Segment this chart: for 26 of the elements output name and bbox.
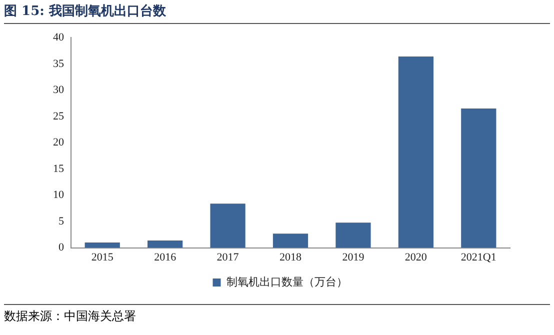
source-note: 数据来源：中国海关总署 — [4, 304, 550, 325]
bar — [148, 240, 183, 248]
y-tick-label: 10 — [53, 189, 64, 202]
legend-label: 制氧机出口数量（万台） — [226, 275, 348, 288]
bar — [398, 56, 434, 248]
x-tick-label: 2019 — [342, 251, 365, 264]
y-tick-label: 15 — [53, 162, 64, 175]
x-tick-label: 2018 — [280, 251, 302, 264]
bar — [461, 108, 496, 248]
y-tick-label: 30 — [53, 84, 64, 96]
y-tick-label: 0 — [58, 242, 64, 254]
y-tick-label: 35 — [53, 58, 64, 70]
y-tick-label: 25 — [53, 110, 64, 122]
x-tick-label: 2021Q1 — [460, 251, 496, 264]
y-tick-label: 40 — [53, 31, 64, 44]
bar — [272, 234, 308, 248]
y-tick-label: 20 — [53, 136, 64, 149]
bar — [336, 222, 371, 248]
x-tick-label: 2017 — [216, 251, 240, 264]
x-tick-label: 2020 — [404, 251, 428, 264]
x-tick-label: 2016 — [154, 251, 177, 264]
bar — [210, 204, 246, 248]
y-tick-label: 5 — [58, 215, 64, 228]
x-tick-label: 2015 — [91, 251, 114, 264]
bar — [84, 242, 120, 248]
chart-title: 图 15: 我国制氧机出口台数 — [4, 2, 550, 24]
